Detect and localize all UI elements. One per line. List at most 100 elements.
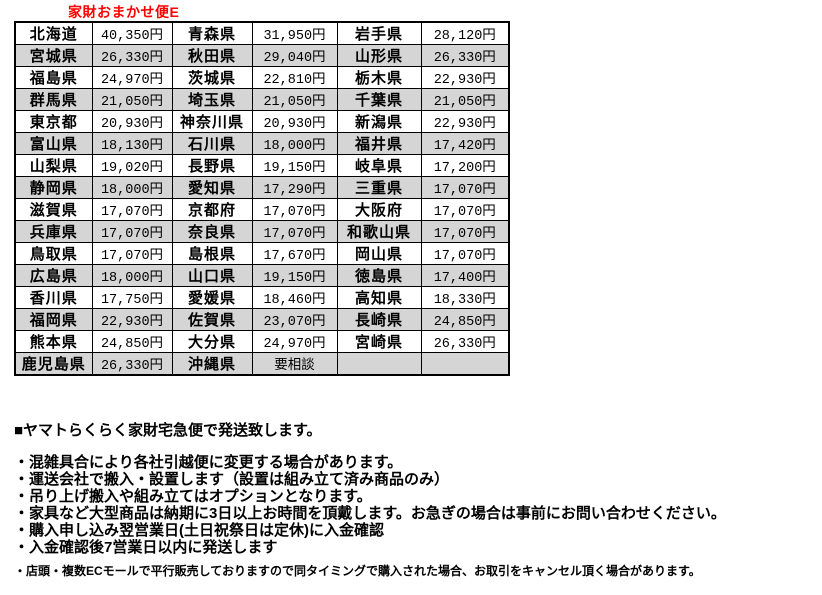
price-cell: 24,970円 xyxy=(251,330,338,353)
price-cell: 28,120円 xyxy=(420,21,510,45)
price-cell: 18,000円 xyxy=(91,176,173,199)
price-cell: 17,670円 xyxy=(251,242,338,265)
price-cell: 17,070円 xyxy=(91,220,173,243)
price-cell: 要相談 xyxy=(251,352,338,376)
prefecture-cell: 岐阜県 xyxy=(336,154,422,177)
prefecture-cell: 宮城県 xyxy=(14,44,93,67)
price-cell: 17,200円 xyxy=(420,154,510,177)
note-line: ・家具など大型商品は納期に3日以上お時間を頂戴します。お急ぎの場合は事前にお問い… xyxy=(14,505,726,522)
table-row: 宮城県 26,330円 秋田県 29,040円 山形県 26,330円 xyxy=(14,44,510,67)
table-row: 北海道 40,350円 青森県 31,950円 岩手県 28,120円 xyxy=(14,21,510,45)
note-line: ・吊り上げ搬入や組み立てはオプションとなります。 xyxy=(14,488,372,505)
prefecture-cell: 高知県 xyxy=(336,286,422,309)
prefecture-cell: 三重県 xyxy=(336,176,422,199)
prefecture-cell: 埼玉県 xyxy=(171,88,253,111)
prefecture-cell: 山形県 xyxy=(336,44,422,67)
prefecture-cell: 青森県 xyxy=(171,21,253,45)
prefecture-cell: 福岡県 xyxy=(14,308,93,331)
price-cell: 18,460円 xyxy=(251,286,338,309)
prefecture-cell: 兵庫県 xyxy=(14,220,93,243)
table-row: 熊本県 24,850円 大分県 24,970円 宮崎県 26,330円 xyxy=(14,330,510,353)
table-row: 鹿児島県 26,330円 沖縄県 要相談 xyxy=(14,352,510,376)
price-cell: 17,070円 xyxy=(91,198,173,221)
prefecture-cell: 千葉県 xyxy=(336,88,422,111)
prefecture-cell: 福島県 xyxy=(14,66,93,89)
price-cell: 29,040円 xyxy=(251,44,338,67)
table-row: 東京都 20,930円 神奈川県 20,930円 新潟県 22,930円 xyxy=(14,110,510,133)
note-line: ・混雑具合により各社引越便に変更する場合があります。 xyxy=(14,454,403,471)
notes-heading: ■ヤマトらくらく家財宅急便で発送致します。 xyxy=(14,422,322,439)
price-cell: 26,330円 xyxy=(91,44,173,67)
price-cell: 19,150円 xyxy=(251,264,338,287)
prefecture-cell: 長野県 xyxy=(171,154,253,177)
price-cell: 17,290円 xyxy=(251,176,338,199)
table-row: 広島県 18,000円 山口県 19,150円 徳島県 17,400円 xyxy=(14,264,510,287)
prefecture-cell: 鹿児島県 xyxy=(14,352,93,376)
prefecture-cell: 秋田県 xyxy=(171,44,253,67)
prefecture-cell: 和歌山県 xyxy=(336,220,422,243)
price-cell: 17,400円 xyxy=(420,264,510,287)
prefecture-cell: 岡山県 xyxy=(336,242,422,265)
prefecture-cell: 京都府 xyxy=(171,198,253,221)
price-cell: 20,930円 xyxy=(251,110,338,133)
price-cell: 24,850円 xyxy=(420,308,510,331)
price-cell: 17,070円 xyxy=(420,198,510,221)
table-row: 福岡県 22,930円 佐賀県 23,070円 長崎県 24,850円 xyxy=(14,308,510,331)
price-cell: 17,070円 xyxy=(91,242,173,265)
table-row: 静岡県 18,000円 愛知県 17,290円 三重県 17,070円 xyxy=(14,176,510,199)
prefecture-cell: 愛知県 xyxy=(171,176,253,199)
prefecture-cell: 滋賀県 xyxy=(14,198,93,221)
table-row: 鳥取県 17,070円 島根県 17,670円 岡山県 17,070円 xyxy=(14,242,510,265)
prefecture-cell: 新潟県 xyxy=(336,110,422,133)
table-row: 福島県 24,970円 茨城県 22,810円 栃木県 22,930円 xyxy=(14,66,510,89)
price-cell: 17,070円 xyxy=(420,220,510,243)
prefecture-cell: 香川県 xyxy=(14,286,93,309)
prefecture-cell: 宮崎県 xyxy=(336,330,422,353)
prefecture-cell xyxy=(336,352,422,376)
price-cell: 20,930円 xyxy=(91,110,173,133)
shipping-fee-table: 北海道 40,350円 青森県 31,950円 岩手県 28,120円 宮城県 26,330円… xyxy=(14,21,510,376)
prefecture-cell: 石川県 xyxy=(171,132,253,155)
price-cell: 17,070円 xyxy=(251,220,338,243)
prefecture-cell: 岩手県 xyxy=(336,21,422,45)
price-cell: 18,130円 xyxy=(91,132,173,155)
price-cell: 17,750円 xyxy=(91,286,173,309)
price-cell: 17,070円 xyxy=(420,176,510,199)
price-cell xyxy=(420,352,510,376)
price-cell: 24,850円 xyxy=(91,330,173,353)
prefecture-cell: 静岡県 xyxy=(14,176,93,199)
note-line: ・購入申し込み翌営業日(土日祝祭日は定休)に入金確認 xyxy=(14,522,384,539)
table-row: 群馬県 21,050円 埼玉県 21,050円 千葉県 21,050円 xyxy=(14,88,510,111)
prefecture-cell: 山梨県 xyxy=(14,154,93,177)
price-cell: 24,970円 xyxy=(91,66,173,89)
prefecture-cell: 熊本県 xyxy=(14,330,93,353)
price-cell: 18,330円 xyxy=(420,286,510,309)
note-line: ・運送会社で搬入・設置します（設置は組み立て済み商品のみ） xyxy=(14,471,450,488)
price-cell: 40,350円 xyxy=(91,21,173,45)
prefecture-cell: 島根県 xyxy=(171,242,253,265)
price-cell: 22,930円 xyxy=(420,110,510,133)
prefecture-cell: 群馬県 xyxy=(14,88,93,111)
price-cell: 26,330円 xyxy=(91,352,173,376)
price-cell: 22,810円 xyxy=(251,66,338,89)
prefecture-cell: 大阪府 xyxy=(336,198,422,221)
price-cell: 22,930円 xyxy=(91,308,173,331)
price-cell: 18,000円 xyxy=(91,264,173,287)
table-row: 兵庫県 17,070円 奈良県 17,070円 和歌山県 17,070円 xyxy=(14,220,510,243)
price-cell: 23,070円 xyxy=(251,308,338,331)
prefecture-cell: 栃木県 xyxy=(336,66,422,89)
prefecture-cell: 沖縄県 xyxy=(171,352,253,376)
prefecture-cell: 福井県 xyxy=(336,132,422,155)
table-title: 家財おまかせ便E xyxy=(68,4,180,20)
prefecture-cell: 佐賀県 xyxy=(171,308,253,331)
note-line: ・入金確認後7営業日以内に発送します xyxy=(14,539,278,556)
prefecture-cell: 富山県 xyxy=(14,132,93,155)
prefecture-cell: 北海道 xyxy=(14,21,93,45)
price-cell: 31,950円 xyxy=(251,21,338,45)
price-cell: 17,070円 xyxy=(420,242,510,265)
prefecture-cell: 神奈川県 xyxy=(171,110,253,133)
price-cell: 17,420円 xyxy=(420,132,510,155)
table-row: 山梨県 19,020円 長野県 19,150円 岐阜県 17,200円 xyxy=(14,154,510,177)
notes-footnote: ・店頭・複数ECモールで平行販売しておりますので同タイミングで購入された場合、お… xyxy=(14,564,701,578)
